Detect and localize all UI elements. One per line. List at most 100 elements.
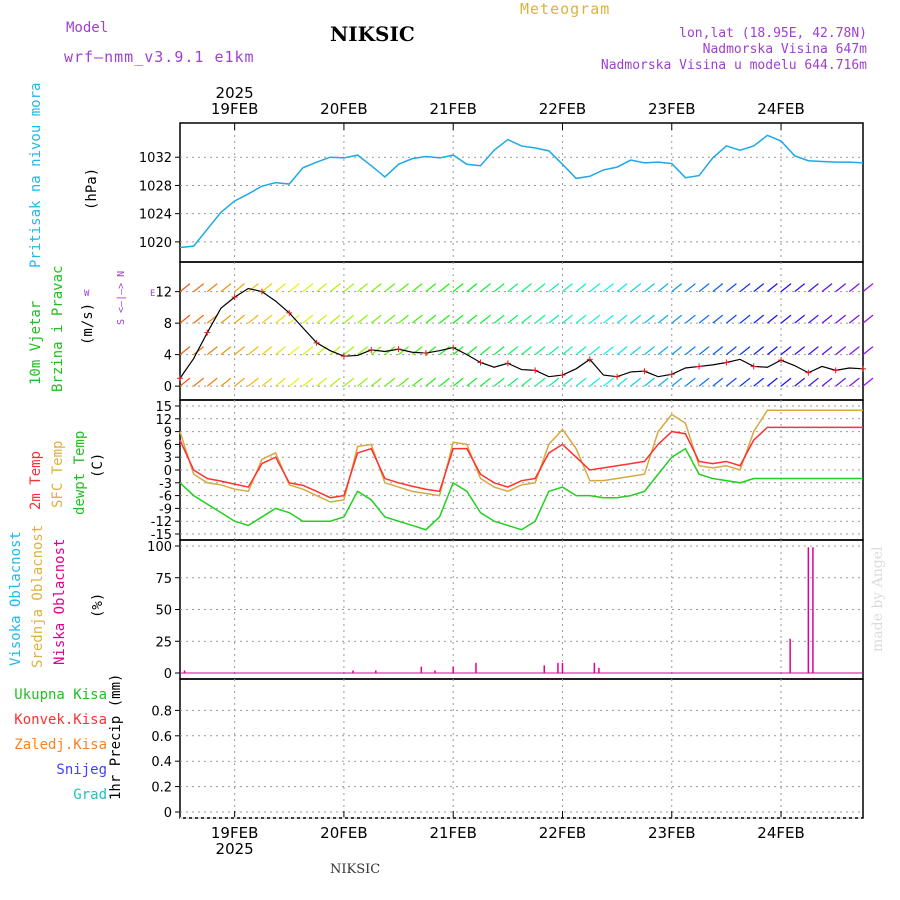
wind-barb — [179, 283, 191, 293]
wind-barb — [603, 283, 614, 293]
wind-barb — [807, 346, 819, 356]
year-label-top: 2025 — [216, 84, 254, 102]
wind-barb — [616, 283, 628, 293]
legend-freezing-rain: Zaledj.Kisa — [14, 737, 107, 753]
wind-barb — [220, 314, 232, 324]
wind-barb — [329, 283, 341, 293]
data-layer — [177, 134, 874, 674]
ytick-label: 25 — [155, 635, 172, 650]
day-label-bottom: 20FEB — [320, 824, 367, 842]
ytick-label: 50 — [155, 604, 172, 619]
ytick-label: 12 — [155, 286, 172, 301]
wind-barb — [644, 346, 655, 356]
wind-barb — [671, 377, 683, 387]
ytick-label: 1024 — [139, 208, 172, 223]
panel-frame — [179, 122, 864, 263]
wind-barb — [603, 346, 614, 356]
ytick-label: 75 — [155, 572, 172, 587]
wind-barb — [384, 314, 396, 324]
wind-barb — [343, 346, 355, 356]
wind-barb — [411, 346, 423, 356]
wind-barb — [425, 314, 437, 324]
wind-barb — [739, 314, 751, 324]
wind-barb — [316, 377, 327, 387]
panel-frame — [179, 261, 864, 401]
legend-hail: Grad — [73, 787, 107, 803]
ytick-label: 0.6 — [151, 730, 172, 745]
wind-barb — [247, 283, 259, 293]
wind-barb — [848, 346, 860, 356]
wind-barb — [575, 314, 587, 324]
wind-barb — [288, 377, 300, 387]
wind-barb — [507, 283, 519, 293]
wind-barb — [835, 346, 847, 356]
day-label-top: 22FEB — [539, 100, 586, 118]
wind-compass-west: W — [84, 289, 90, 299]
wind-barb — [534, 346, 546, 356]
wind-barb — [575, 283, 587, 293]
wind-barb — [534, 377, 546, 387]
wind-barb — [821, 283, 833, 293]
wind-barb — [480, 377, 491, 387]
wind-barb — [848, 314, 860, 324]
wind-barb — [698, 314, 710, 324]
day-label-bottom: 23FEB — [648, 824, 695, 842]
wind-barb — [398, 377, 409, 387]
wind-barb — [575, 377, 587, 387]
wind-barb — [685, 314, 696, 324]
wind-barb — [562, 314, 573, 324]
wind-barb — [247, 314, 259, 324]
wind-barb — [671, 283, 683, 293]
day-label-top: 20FEB — [320, 100, 367, 118]
ytick-label: 15 — [155, 400, 172, 415]
dewpt-line — [179, 447, 863, 531]
wind-barb — [234, 346, 246, 356]
wind-compass-east: E — [150, 289, 156, 299]
wind-barb — [794, 377, 806, 387]
wind-barb — [794, 346, 806, 356]
wind-speed-line — [179, 287, 864, 379]
wind-barb — [521, 346, 532, 356]
wind-barb — [780, 314, 792, 324]
wind-barb — [630, 377, 642, 387]
day-label-top: 19FEB — [211, 100, 258, 118]
wind-barb — [275, 377, 286, 387]
wind-barb — [575, 346, 587, 356]
wind-barb — [589, 377, 601, 387]
wind-barb — [780, 346, 792, 356]
panel-frame — [179, 678, 864, 819]
footer-station: NIKSIC — [330, 862, 381, 877]
wind-barb — [562, 283, 573, 293]
wind-barb — [370, 283, 382, 293]
wind-barb — [425, 283, 437, 293]
day-label-bottom: 19FEB — [211, 824, 258, 842]
wind-barb — [807, 314, 819, 324]
wind-barb — [466, 314, 478, 324]
ytick-label: 4 — [164, 349, 172, 364]
wind-barb — [343, 283, 355, 293]
wind-barb — [739, 377, 751, 387]
ytick-label: 12 — [155, 413, 172, 428]
ytick-label: -12 — [151, 515, 172, 530]
wind-barb — [630, 283, 642, 293]
station-title: NIKSIC — [330, 22, 415, 46]
wind-barb — [261, 283, 273, 293]
product-title: Meteogram — [520, 0, 611, 18]
wind-barb — [384, 283, 396, 293]
wind-barb — [780, 377, 792, 387]
ytick-label: 0 — [164, 667, 172, 682]
wind-barb — [671, 314, 683, 324]
wind-barb — [179, 377, 191, 387]
sfc-temp-line — [179, 409, 863, 503]
wind-barb — [589, 283, 601, 293]
day-label-top: 21FEB — [429, 100, 476, 118]
wind-barb — [493, 314, 505, 324]
wind-barb — [753, 346, 765, 356]
day-label-bottom: 21FEB — [429, 824, 476, 842]
wind-barb — [234, 283, 246, 293]
axes-layer: 102010241028103204812-15-12-9-6-30369121… — [139, 84, 864, 858]
wind-barb — [562, 346, 573, 356]
wind-barb — [794, 314, 806, 324]
wind-barb — [630, 346, 642, 356]
wind-barb — [466, 283, 478, 293]
